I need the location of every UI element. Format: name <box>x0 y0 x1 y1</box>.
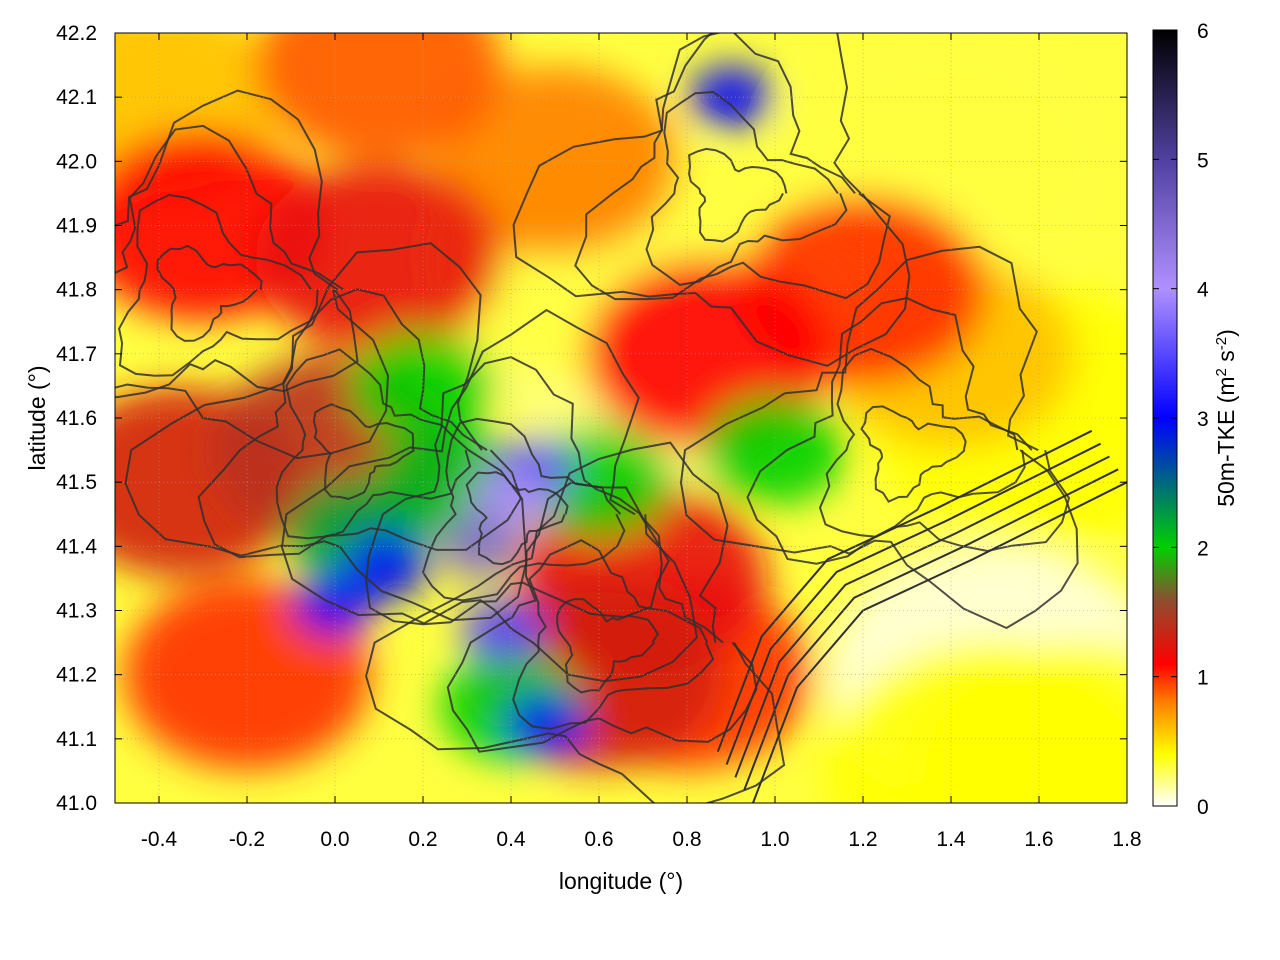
contour-line <box>688 147 788 243</box>
colorbar-tick-label: 3 <box>1197 408 1209 431</box>
x-tick-label: 0.2 <box>408 828 437 851</box>
contour-line <box>818 347 1026 538</box>
y-axis: 41.0 41.1 41.2 41.3 41.4 41.5 41.6 41.7 41.8 41.9… <box>56 22 1127 815</box>
colorbar-ticks: 0 1 2 3 4 5 6 <box>1153 20 1209 819</box>
grid-lines <box>115 32 1128 804</box>
heat-blob <box>460 597 544 662</box>
y-tick-label: 41.4 <box>56 535 97 558</box>
y-tick-label: 42.2 <box>56 22 97 45</box>
x-axis-title: longitude (°) <box>559 868 683 894</box>
colorbar-tick-label: 2 <box>1197 537 1209 560</box>
heat-blob <box>504 694 588 758</box>
colorbar-tick-label: 5 <box>1197 149 1209 172</box>
contour-line <box>860 405 967 503</box>
colorbar-tick-label: 1 <box>1197 667 1209 690</box>
contour-line <box>679 245 1079 630</box>
x-tick-label: -0.2 <box>229 828 265 851</box>
y-tick-label: 42.1 <box>56 86 97 109</box>
contour-line <box>556 597 660 694</box>
x-tick-label: 0.0 <box>320 828 349 851</box>
heat-blob <box>255 33 503 161</box>
x-tick-label: 1.2 <box>848 828 877 851</box>
x-tick-label: 1.6 <box>1024 828 1053 851</box>
y-tick-label: 41.5 <box>56 471 97 494</box>
contour-line <box>446 481 758 753</box>
x-axis: -0.4 -0.2 0.0 0.2 0.4 0.6 0.8 1.0 1.2 1.4 1.6 1.8 <box>141 33 1142 851</box>
y-tick-label: 41.0 <box>56 792 97 815</box>
heatmap-field <box>115 33 1127 803</box>
y-tick-label: 41.2 <box>56 664 97 687</box>
colorbar: 0 1 2 3 4 5 6 50m-TKE (m2 s-2) <box>1152 20 1239 819</box>
y-tick-label: 41.8 <box>56 279 97 302</box>
contour-line <box>197 288 522 559</box>
colorbar-tick-label: 0 <box>1197 796 1209 819</box>
y-tick-label: 42.0 <box>56 150 97 173</box>
y-axis-title: latitude (°) <box>24 365 50 470</box>
plot-area <box>114 32 1128 804</box>
contour-line <box>124 242 528 622</box>
heat-blob <box>438 514 522 579</box>
x-tick-label: -0.4 <box>141 828 178 851</box>
contour-line <box>743 468 1119 791</box>
contour-line <box>746 297 1071 565</box>
x-tick-label: 0.8 <box>672 828 701 851</box>
heat-blob <box>703 395 847 506</box>
y-tick-label: 41.3 <box>56 600 97 623</box>
y-tick-label: 41.1 <box>56 728 97 751</box>
x-tick-label: 0.6 <box>584 828 613 851</box>
y-tick-label: 41.6 <box>56 407 97 430</box>
contour-line <box>574 33 891 301</box>
x-tick-label: 0.4 <box>496 828 526 851</box>
colorbar-tick-label: 6 <box>1197 20 1209 43</box>
heat-blob-group <box>115 33 1127 803</box>
heat-blob <box>826 640 1127 803</box>
y-tick-label: 41.9 <box>56 215 97 238</box>
contour-line <box>734 455 1110 778</box>
contour-line <box>115 89 390 460</box>
contour-line <box>115 124 359 399</box>
contour-line <box>725 442 1102 765</box>
x-tick-label: 1.8 <box>1112 828 1141 851</box>
colorbar-title: 50m-TKE (m2 s-2) <box>1213 329 1239 507</box>
x-tick-label: 1.4 <box>936 828 966 851</box>
colorbar-tick-label: 4 <box>1197 279 1209 302</box>
contour-line <box>512 33 911 367</box>
contour-line <box>365 441 786 803</box>
y-tick-label: 41.7 <box>56 343 97 366</box>
contour-line <box>365 356 670 626</box>
contour-line <box>156 244 263 342</box>
x-tick-label: 1.0 <box>760 828 789 851</box>
heat-blob <box>255 162 503 353</box>
contour-line <box>280 308 698 683</box>
contour-line <box>512 539 715 730</box>
contour-line <box>645 90 848 286</box>
contour-line <box>465 471 569 566</box>
contour-line <box>312 403 416 500</box>
